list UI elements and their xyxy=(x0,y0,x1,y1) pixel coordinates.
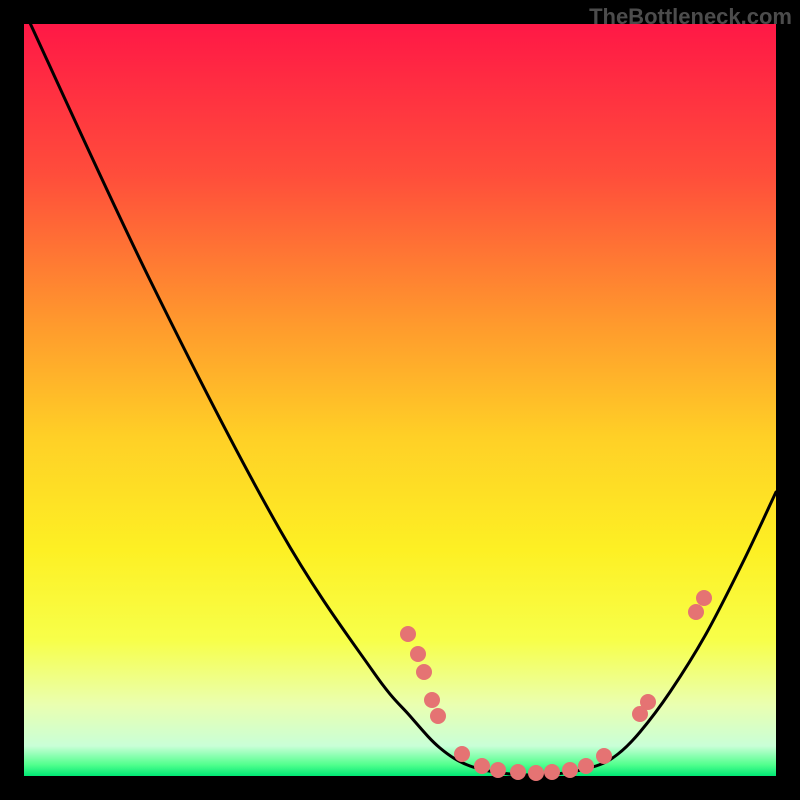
data-marker xyxy=(578,758,594,774)
bottleneck-curve xyxy=(24,10,776,775)
data-marker xyxy=(474,758,490,774)
data-marker xyxy=(454,746,470,762)
data-marker xyxy=(430,708,446,724)
data-marker xyxy=(424,692,440,708)
watermark-text: TheBottleneck.com xyxy=(589,4,792,30)
data-marker xyxy=(490,762,506,778)
data-marker xyxy=(596,748,612,764)
data-marker xyxy=(416,664,432,680)
data-marker xyxy=(688,604,704,620)
chart-svg xyxy=(0,0,800,800)
data-marker xyxy=(696,590,712,606)
data-marker xyxy=(562,762,578,778)
data-marker xyxy=(640,694,656,710)
data-marker xyxy=(400,626,416,642)
data-marker xyxy=(544,764,560,780)
data-marker xyxy=(528,765,544,781)
data-marker xyxy=(410,646,426,662)
data-marker xyxy=(510,764,526,780)
